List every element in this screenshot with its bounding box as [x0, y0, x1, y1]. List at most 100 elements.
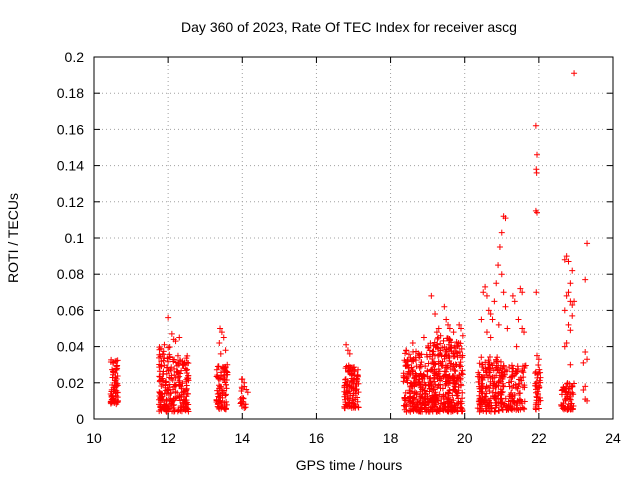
- data-point: [564, 380, 571, 387]
- y-axis-label: ROTI / TECUs: [5, 193, 21, 283]
- data-point: [216, 394, 223, 401]
- data-point: [172, 382, 179, 389]
- x-tick-label: 22: [531, 430, 547, 446]
- data-point: [498, 271, 505, 278]
- data-point: [446, 325, 453, 332]
- data-point: [413, 390, 420, 397]
- data-point: [495, 378, 502, 385]
- y-tick-label: 0.08: [57, 266, 84, 282]
- data-point: [448, 407, 455, 414]
- data-point: [569, 383, 576, 390]
- data-point: [161, 341, 168, 348]
- data-point: [411, 382, 418, 389]
- data-point: [176, 393, 183, 400]
- data-point: [223, 398, 230, 405]
- data-point: [419, 375, 426, 382]
- data-point: [170, 402, 177, 409]
- data-point: [561, 343, 568, 350]
- data-point: [584, 397, 591, 404]
- data-point: [500, 289, 507, 296]
- data-point: [219, 387, 226, 394]
- data-point: [215, 390, 222, 397]
- data-point: [478, 382, 485, 389]
- data-point: [170, 405, 177, 412]
- data-point: [561, 256, 568, 263]
- data-point: [341, 393, 348, 400]
- data-point: [569, 301, 576, 308]
- data-point: [502, 368, 509, 375]
- data-point: [520, 369, 527, 376]
- data-point: [433, 408, 440, 415]
- data-point: [404, 361, 411, 368]
- data-point: [580, 359, 587, 366]
- data-point: [412, 357, 419, 364]
- data-point: [163, 378, 170, 385]
- data-point: [482, 405, 489, 412]
- data-point: [485, 364, 492, 371]
- data-point: [518, 377, 525, 384]
- data-point: [417, 401, 424, 408]
- x-tick-label: 20: [457, 430, 473, 446]
- data-point: [567, 280, 574, 287]
- data-point: [157, 404, 164, 411]
- data-point: [176, 373, 183, 380]
- data-point: [519, 367, 526, 374]
- data-point: [478, 361, 485, 368]
- data-point: [218, 400, 225, 407]
- data-point: [458, 370, 465, 377]
- data-point: [559, 386, 566, 393]
- data-point: [433, 392, 440, 399]
- x-tick-label: 12: [160, 430, 176, 446]
- data-point: [521, 384, 528, 391]
- data-point: [429, 387, 436, 394]
- data-point: [499, 388, 506, 395]
- data-point: [434, 384, 441, 391]
- data-point: [565, 258, 572, 265]
- data-point: [513, 402, 520, 409]
- data-point: [176, 334, 183, 341]
- data-point: [439, 363, 446, 370]
- data-point: [507, 374, 514, 381]
- data-point: [517, 390, 524, 397]
- data-point: [425, 342, 432, 349]
- data-point: [415, 352, 422, 359]
- data-point: [167, 367, 174, 374]
- data-point: [454, 342, 461, 349]
- data-point: [217, 350, 224, 357]
- data-point: [410, 406, 417, 413]
- data-point: [458, 325, 465, 332]
- data-point: [418, 359, 425, 366]
- y-tick-label: 0.06: [57, 302, 84, 318]
- data-point: [424, 367, 431, 374]
- data-point: [405, 368, 412, 375]
- data-point: [178, 367, 185, 374]
- data-point: [490, 380, 497, 387]
- data-point: [222, 381, 229, 388]
- data-point: [563, 253, 570, 260]
- data-point: [345, 367, 352, 374]
- data-point: [223, 385, 230, 392]
- data-point: [346, 388, 353, 395]
- data-point: [220, 334, 227, 341]
- data-point: [514, 397, 521, 404]
- data-point: [499, 373, 506, 380]
- data-point: [485, 374, 492, 381]
- data-point: [223, 377, 230, 384]
- data-point: [493, 356, 500, 363]
- data-point: [533, 397, 540, 404]
- data-point: [435, 325, 442, 332]
- data-point: [426, 375, 433, 382]
- data-point: [402, 389, 409, 396]
- data-point: [496, 244, 503, 251]
- data-point: [405, 351, 412, 358]
- data-point: [435, 365, 442, 372]
- data-point: [162, 379, 169, 386]
- data-point: [165, 344, 172, 351]
- data-point: [403, 375, 410, 382]
- data-point: [171, 365, 178, 372]
- data-point: [584, 240, 591, 247]
- data-point: [183, 367, 190, 374]
- data-point: [167, 389, 174, 396]
- data-point: [445, 390, 452, 397]
- data-point: [413, 363, 420, 370]
